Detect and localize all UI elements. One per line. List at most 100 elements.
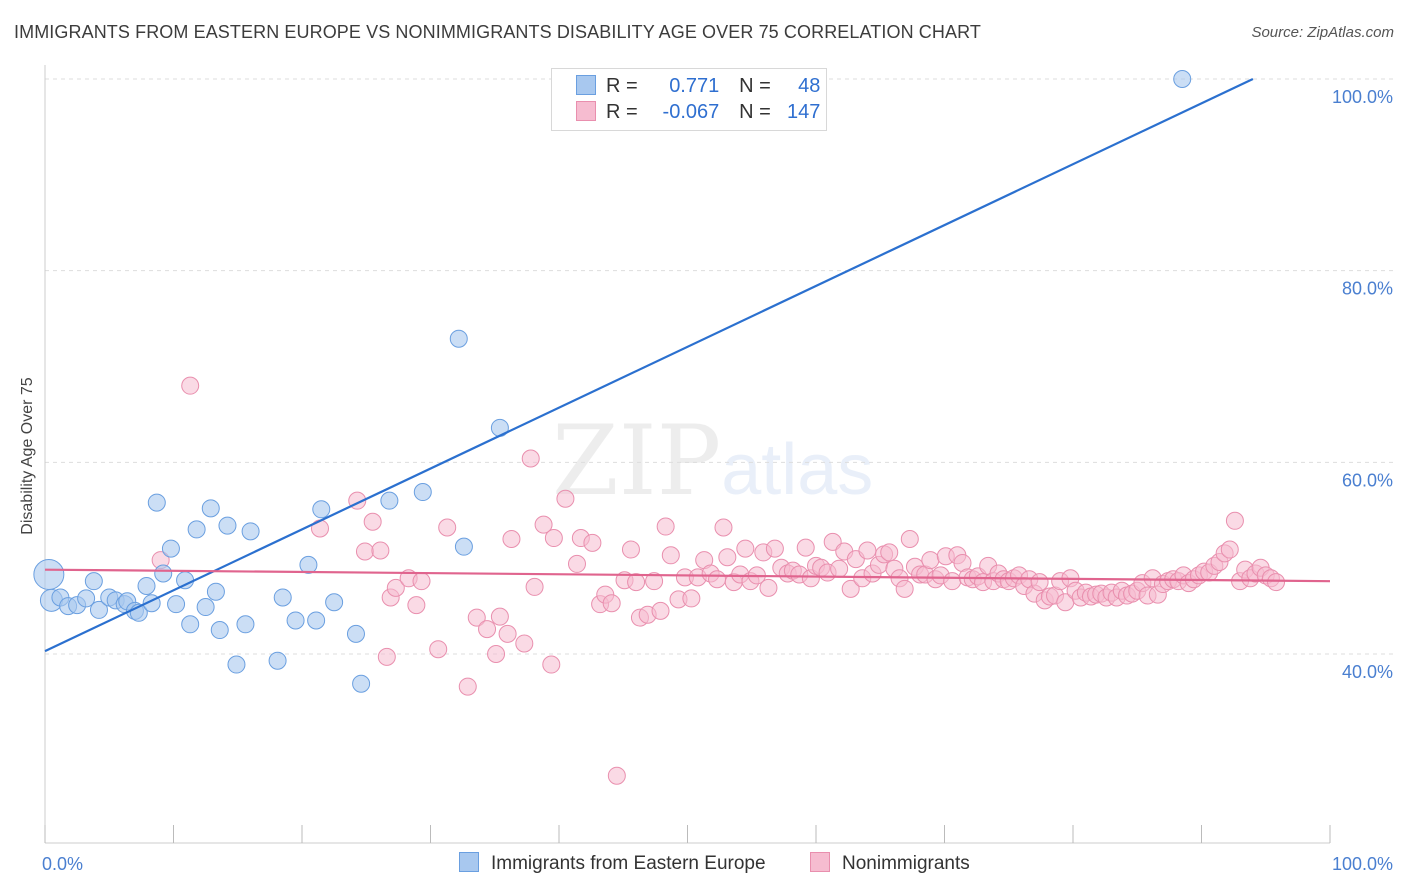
nonimmigrants-point — [386, 578, 405, 597]
trend-lines — [44, 78, 1331, 653]
immigrants-point — [307, 611, 326, 630]
legend-r-label: R = — [606, 101, 638, 123]
nonimmigrants-point — [759, 578, 778, 597]
immigrants-point — [299, 555, 318, 574]
immigrants-point — [161, 539, 180, 558]
immigrants-point — [413, 483, 432, 502]
immigrants-point — [380, 491, 399, 510]
immigrants-point — [210, 621, 229, 640]
tick-labels: 40.0% 60.0% 80.0% 100.0% 0.0% 100.0% — [42, 87, 1393, 874]
immigrants-point — [236, 615, 255, 634]
nonimmigrants-point — [355, 542, 374, 561]
x-tick-label: 100.0% — [1332, 854, 1393, 874]
immigrants-point — [33, 558, 65, 590]
correlation-legend: R = 0.771 N = 48 R = -0.067 N = 147 — [551, 68, 827, 131]
nonimmigrants-point — [567, 554, 586, 573]
nonimmigrants-point — [438, 518, 457, 537]
immigrants-point — [181, 615, 200, 634]
nonimmigrants-point — [487, 645, 506, 663]
immigrants-point — [227, 655, 246, 674]
legend-n-value: 48 — [798, 75, 821, 97]
immigrants-point — [312, 500, 331, 519]
immigrants-trend-line — [44, 78, 1254, 653]
nonimmigrants-point — [498, 624, 517, 643]
immigrants-point — [201, 499, 220, 518]
legend-row-nonimmigrants: R = -0.067 N = 147 — [576, 101, 820, 127]
immigrants-point — [77, 589, 96, 608]
axes — [44, 65, 1331, 844]
immigrants-point — [218, 516, 237, 535]
source-credit: Source: ZipAtlas.com — [1251, 24, 1394, 41]
legend-n-label: N = — [739, 75, 771, 97]
nonimmigrants-point — [651, 601, 670, 620]
immigrants-point — [273, 588, 292, 607]
nonimmigrants-point — [490, 607, 509, 626]
legend-r-label: R = — [606, 75, 638, 97]
chart-title: IMMIGRANTS FROM EASTERN EUROPE VS NONIMM… — [14, 22, 981, 42]
immigrants-point — [241, 522, 260, 541]
nonimmigrants-point — [607, 766, 626, 785]
nonimmigrants-point — [1030, 573, 1049, 592]
legend-r-value: 0.771 — [669, 75, 720, 97]
legend-swatch-pink — [576, 101, 596, 121]
nonimmigrants-point — [765, 539, 784, 558]
nonimmigrants-point — [858, 541, 877, 560]
nonimmigrants-point — [830, 559, 849, 578]
legend-n-value: 147 — [787, 101, 821, 123]
nonimmigrants-point — [407, 596, 426, 615]
nonimmigrants-point — [556, 489, 575, 508]
watermark: ZIPatlas — [552, 405, 873, 517]
nonimmigrants-point — [502, 530, 521, 548]
bottom-legend-immigrants: Immigrants from Eastern Europe — [459, 852, 766, 875]
immigrants-point — [454, 537, 473, 556]
nonimmigrants-point — [943, 572, 962, 591]
nonimmigrants-point — [583, 533, 602, 552]
nonimmigrants-point — [521, 449, 540, 468]
immigrants-point — [137, 576, 156, 595]
nonimmigrants-point — [377, 647, 396, 666]
nonimmigrants-point — [429, 640, 448, 659]
nonimmigrants-point — [621, 540, 640, 559]
immigrants-point — [449, 329, 468, 348]
legend-row-immigrants: R = 0.771 N = 48 — [576, 75, 820, 101]
nonimmigrants-point — [363, 512, 382, 531]
nonimmigrants-points — [151, 376, 1286, 785]
nonimmigrants-point — [467, 608, 486, 627]
nonimmigrants-point — [412, 572, 431, 591]
immigrants-point — [346, 624, 365, 643]
immigrants-point — [89, 600, 108, 619]
x-tick-label: 0.0% — [42, 854, 83, 874]
immigrants-point — [268, 651, 287, 670]
bottom-legend-swatch-pink — [810, 852, 830, 872]
bottom-legend-label: Nonimmigrants — [842, 853, 970, 874]
immigrants-point — [187, 520, 206, 539]
bottom-legend-label: Immigrants from Eastern Europe — [491, 853, 766, 874]
nonimmigrants-point — [841, 579, 860, 598]
nonimmigrants-point — [708, 570, 727, 589]
immigrants-point — [196, 598, 215, 617]
legend-n-label: N = — [739, 101, 771, 123]
immigrants-point — [286, 611, 305, 630]
nonimmigrants-point — [478, 620, 497, 639]
nonimmigrants-point — [796, 538, 815, 557]
nonimmigrants-point — [1225, 511, 1244, 530]
nonimmigrants-point — [661, 546, 680, 565]
immigrants-point — [147, 493, 166, 512]
immigrants-point — [352, 674, 371, 693]
nonimmigrants-point — [1267, 573, 1286, 592]
nonimmigrants-point — [627, 573, 646, 592]
immigrants-point — [325, 593, 344, 612]
nonimmigrants-point — [823, 532, 842, 551]
nonimmigrants-point — [602, 594, 621, 613]
y-tick-label: 40.0% — [1342, 662, 1393, 682]
grid-lines — [45, 78, 1395, 655]
immigrants-point — [206, 582, 225, 601]
legend-swatch-blue — [576, 75, 596, 95]
bottom-legend-nonimmigrants: Nonimmigrants — [810, 852, 970, 875]
legend-r-value: -0.067 — [662, 101, 720, 123]
nonimmigrants-point — [880, 543, 899, 562]
y-tick-label: 100.0% — [1332, 87, 1393, 107]
immigrants-point — [154, 564, 173, 583]
nonimmigrants-point — [542, 655, 561, 674]
